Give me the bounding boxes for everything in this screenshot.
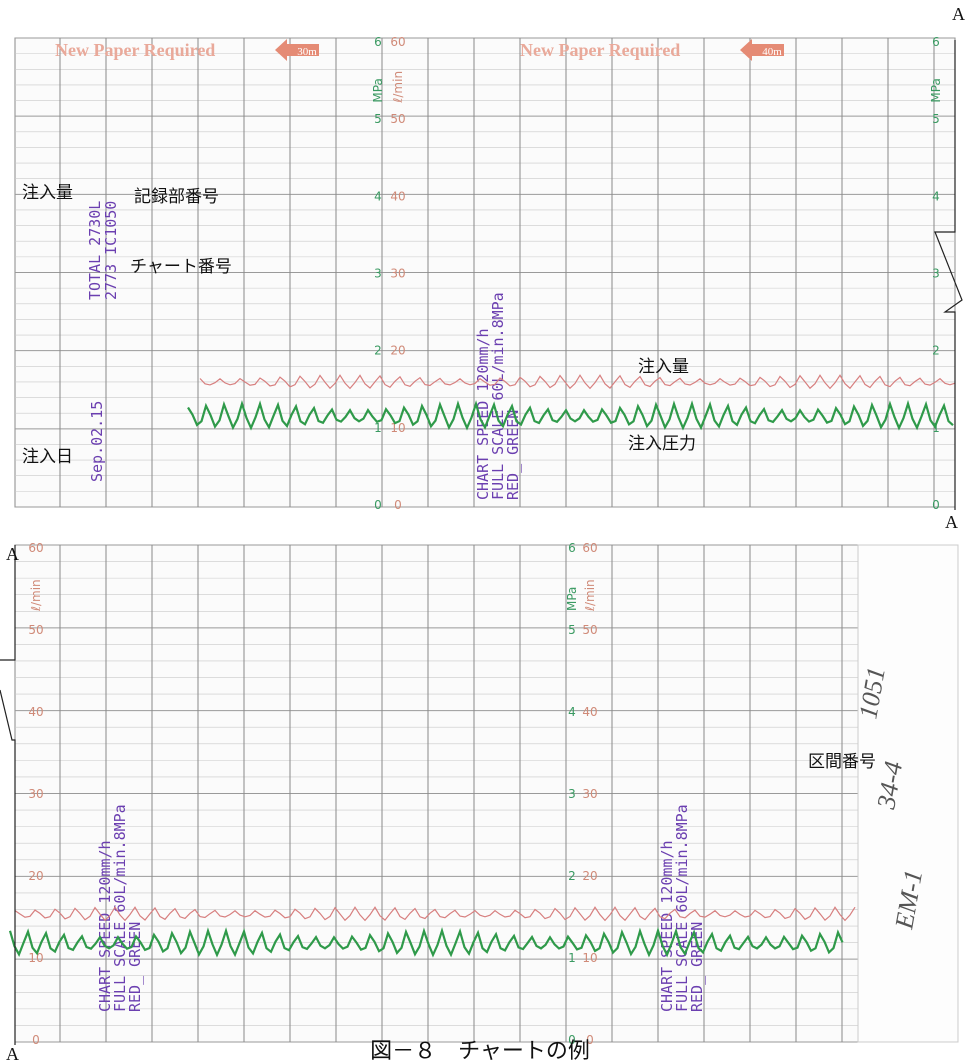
scale-label: 60 (28, 541, 43, 555)
scale-label: 5 (374, 112, 382, 126)
scale-label: 0 (32, 1033, 40, 1047)
scale-label: 50 (582, 623, 597, 637)
scale-label: 40 (390, 189, 405, 203)
scale-label: 0 (932, 498, 940, 512)
scale-label: 20 (28, 869, 43, 883)
caption: 図－８ チャートの例 (370, 1038, 590, 1063)
notice: New Paper Required (520, 40, 680, 60)
scale-label: 60 (390, 35, 405, 49)
annotation: 記録部番号 (134, 187, 219, 206)
stamp: RED_ GREEN (688, 922, 706, 1012)
annotation: 区間番号 (808, 752, 876, 771)
scale-label: 50 (28, 623, 43, 637)
annotation: 注入圧力 (628, 434, 696, 453)
notice: New Paper Required (55, 40, 215, 60)
scale-label: 60 (582, 541, 597, 555)
stamp: Sep.02.15 (88, 401, 106, 482)
scale-unit: ℓ/min (29, 579, 43, 612)
scale-label: 4 (374, 189, 382, 203)
scale-label: 3 (932, 267, 940, 281)
scale-label: 0 (374, 498, 382, 512)
section-marker: A (952, 4, 965, 24)
scale-label: 2 (932, 344, 940, 358)
scale-label: 10 (582, 951, 597, 965)
stamp: 2773 IC1050 (102, 201, 120, 300)
scale-label: 4 (568, 705, 576, 719)
annotation: 注入日 (22, 447, 73, 466)
annotation: 注入量 (22, 183, 73, 202)
scale-label: 30 (582, 787, 597, 801)
scale-label: 20 (582, 869, 597, 883)
scale-label: 6 (374, 35, 382, 49)
annotation: 注入量 (638, 357, 689, 376)
scale-label: 5 (568, 623, 576, 637)
scale-label: 40 (582, 705, 597, 719)
scale-label: 30 (28, 787, 43, 801)
scale-label: 3 (374, 267, 382, 281)
section-marker: A (6, 544, 19, 564)
scale-unit: MPa (929, 78, 943, 102)
scale-label: 3 (568, 787, 576, 801)
notice-time: 30m (297, 46, 317, 58)
scale-unit: MPa (565, 587, 579, 611)
scale-label: 1 (568, 951, 576, 965)
scale-label: 4 (932, 189, 940, 203)
section-marker: A (6, 1044, 19, 1064)
scale-label: 30 (390, 267, 405, 281)
scale-label: 5 (932, 112, 940, 126)
scale-label: 2 (568, 869, 576, 883)
scale-label: 0 (394, 498, 402, 512)
scale-label: 50 (390, 112, 405, 126)
scale-label: 20 (390, 344, 405, 358)
scale-label: 40 (28, 705, 43, 719)
section-marker: A (945, 512, 958, 532)
figure: 6543210MPa6050403020100ℓ/min6543210MPaNe… (0, 0, 965, 1064)
scale-unit: MPa (371, 78, 385, 102)
scale-unit: ℓ/min (391, 71, 405, 104)
stamp: RED_ GREEN (126, 922, 144, 1012)
scale-label: 2 (374, 344, 382, 358)
scale-unit: ℓ/min (583, 579, 597, 612)
notice-time: 40m (762, 46, 782, 58)
annotation: チャート番号 (130, 257, 232, 276)
scale-label: 6 (568, 541, 576, 555)
scale-label: 6 (932, 35, 940, 49)
scale-label: 1 (374, 421, 382, 435)
bottom-chart: 6050403020100ℓ/min6543210MPa605040302010… (10, 541, 958, 1047)
